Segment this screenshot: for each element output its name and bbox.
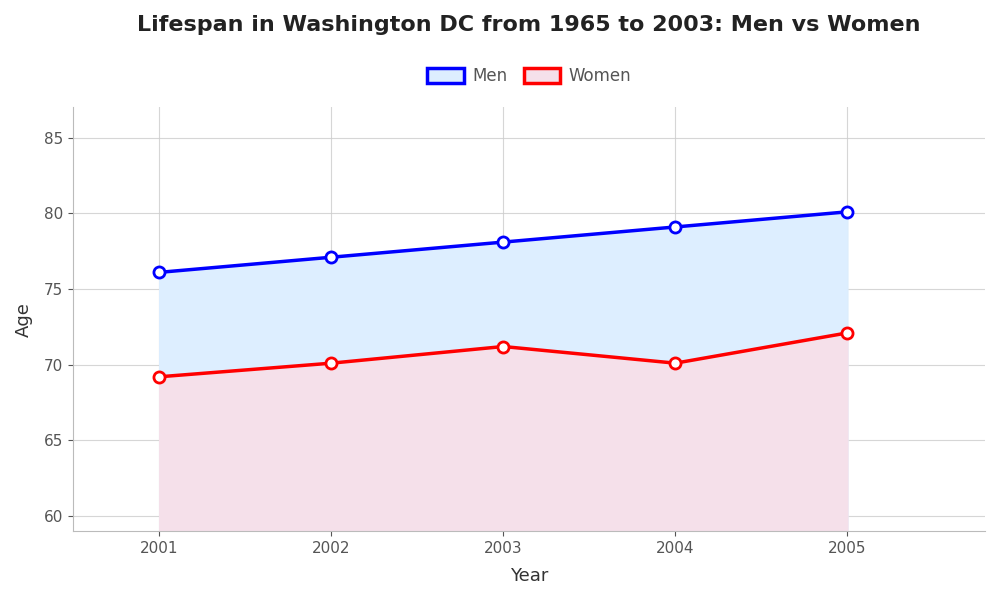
Legend: Men, Women: Men, Women: [420, 61, 638, 92]
X-axis label: Year: Year: [510, 567, 548, 585]
Title: Lifespan in Washington DC from 1965 to 2003: Men vs Women: Lifespan in Washington DC from 1965 to 2…: [137, 15, 921, 35]
Y-axis label: Age: Age: [15, 302, 33, 337]
